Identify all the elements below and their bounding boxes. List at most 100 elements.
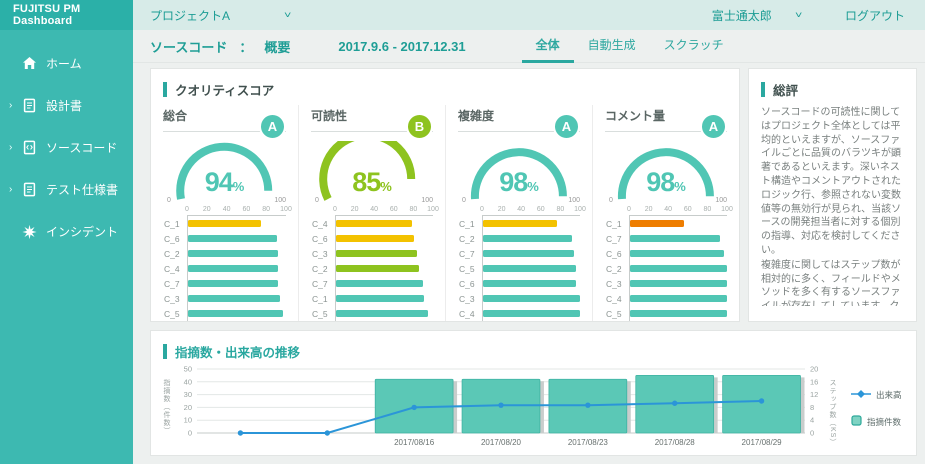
gauge-max-label: 100 xyxy=(715,197,727,204)
hbar-row-label: C_5 xyxy=(312,308,328,319)
quality-score-panel: クオリティスコア 総合 A 94% 0 100 0 20 40 60 80 100 C_1 C_6 C_2… xyxy=(150,68,740,322)
hbar-row-C_5: C_5 xyxy=(311,306,433,321)
user-menu[interactable]: 富士通太郎 ˅ xyxy=(712,7,803,24)
quality-metric-1: 総合 A 94% 0 100 0 20 40 60 80 100 C_1 C_6 C_2 C_4 C_7 C_3… xyxy=(151,105,298,321)
hbar-row-C_7: C_7 xyxy=(605,231,727,246)
submenu-chevron-icon: › xyxy=(9,141,13,153)
axis-tick-label: 80 xyxy=(556,206,565,213)
hbar-bar xyxy=(336,265,420,272)
hbar-row-label: C_6 xyxy=(312,233,328,244)
hbar-row-label: C_1 xyxy=(164,218,180,229)
hbar-row-label: C_5 xyxy=(164,308,180,319)
hbar-bar xyxy=(188,220,261,227)
hbar-row-C_4: C_4 xyxy=(458,306,580,321)
hbar-bar xyxy=(483,220,557,227)
project-selector[interactable]: プロジェクトA ˅ xyxy=(150,7,291,24)
hbar-row-label: C_2 xyxy=(312,263,328,274)
hbar-row-C_2: C_2 xyxy=(458,231,580,246)
hbar-row-C_6: C_6 xyxy=(458,276,580,291)
logout-button[interactable]: ログアウト xyxy=(844,8,905,23)
score-gauge: 98% 0 100 xyxy=(458,141,580,205)
hbar-bar xyxy=(188,295,281,302)
svg-text:8: 8 xyxy=(810,403,814,412)
hbar-track xyxy=(335,291,433,306)
score-gauge: 98% 0 100 xyxy=(605,141,727,205)
svg-text:2017/08/16: 2017/08/16 xyxy=(394,438,435,447)
title-accent-bar xyxy=(761,82,765,97)
score-percent-sign: % xyxy=(232,179,245,194)
metric-label: コメント量 xyxy=(605,109,666,123)
hbar-row-label: C_1 xyxy=(312,293,328,304)
hbar-rows: C_1 C_2 C_7 C_5 C_6 C_3 C_4 xyxy=(458,216,580,321)
score-value: 85% xyxy=(311,167,433,198)
sidebar-item-2[interactable]: › 設計書 xyxy=(0,84,133,126)
tab-2[interactable]: 自動生成 xyxy=(587,38,636,52)
sidebar-item-3[interactable]: › ソースコード xyxy=(0,126,133,168)
sidebar-item-list: ホーム › 設計書 › ソースコード › テスト仕様書インシデント xyxy=(0,42,133,252)
submenu-chevron-icon: › xyxy=(9,183,13,195)
trend-right-axis-label: ステップ数（KS） xyxy=(829,379,836,447)
hbar-bar xyxy=(630,310,727,317)
hbar-row-label: C_7 xyxy=(164,278,180,289)
score-number: 85 xyxy=(352,167,381,197)
svg-text:2017/08/20: 2017/08/20 xyxy=(481,438,522,447)
sidebar-nav: ホーム › 設計書 › ソースコード › テスト仕様書インシデント xyxy=(0,30,133,464)
tab-1[interactable]: 全体 xyxy=(521,30,574,63)
hbar-track xyxy=(335,216,433,231)
axis-tick-label: 100 xyxy=(427,206,439,213)
tab-3[interactable]: スクラッチ xyxy=(663,38,724,52)
score-number: 94 xyxy=(204,167,234,197)
axis-tick-label: 40 xyxy=(664,206,673,213)
hbar-row-label: C_3 xyxy=(312,248,328,259)
page-title: ソースコード ： 概要 xyxy=(150,37,290,56)
axis-tick-label: 100 xyxy=(280,206,292,213)
hbar-row-C_6: C_6 xyxy=(605,246,727,261)
axis-tick-label: 80 xyxy=(703,206,712,213)
quality-metric-3: 複雑度 A 98% 0 100 0 20 40 60 80 100 C_1 C_2 C_7 C_5 C_6 C_… xyxy=(445,105,592,321)
hbar-row-label: C_4 xyxy=(312,218,328,229)
summary-paragraph-1: ソースコードの可読性に関してはプロジェクト全体としては平均的といえますが、ソース… xyxy=(761,107,902,256)
axis-tick-label: 0 xyxy=(480,206,484,213)
trend-panel-title: 指摘数・出来高の推移 xyxy=(163,342,916,361)
hbar-track xyxy=(629,306,727,321)
hbar-bar xyxy=(630,265,727,272)
axis-tick-label: 20 xyxy=(497,206,506,213)
hbar-row-label: C_5 xyxy=(606,308,622,319)
hbar-bar xyxy=(630,280,727,287)
hbar-track xyxy=(187,291,286,306)
axis-tick-label: 0 xyxy=(185,206,189,213)
line-series-marker-icon xyxy=(851,390,871,400)
hbar-bar xyxy=(188,250,279,257)
sidebar-item-4[interactable]: › テスト仕様書 xyxy=(0,168,133,210)
axis-tick-label: 40 xyxy=(222,206,231,213)
hbar-track xyxy=(629,291,727,306)
sidebar-item-1[interactable]: ホーム xyxy=(0,42,133,84)
grade-badge: A xyxy=(259,113,286,140)
hbar-track xyxy=(187,246,286,261)
hbar-row-C_6: C_6 xyxy=(311,231,433,246)
hbar-track xyxy=(629,216,727,231)
gauge-max-label: 100 xyxy=(421,197,433,204)
hbar-bar xyxy=(483,250,575,257)
hbar-track xyxy=(482,231,580,246)
hbar-track xyxy=(629,261,727,276)
quality-metric-4: コメント量 A 98% 0 100 0 20 40 60 80 100 C_1 C_7 C_6 C_2 C_3… xyxy=(592,105,739,321)
chevron-down-icon: ˅ xyxy=(794,10,803,20)
sidebar-item-label: ソースコード xyxy=(46,140,118,155)
trend-chart: 0 10 20 30 40 50 0 4 8 12 16 20 2017/08/16 2017/08/20… xyxy=(151,363,916,455)
sidebar-item-label: テスト仕様書 xyxy=(46,182,119,197)
hbar-axis: 0 20 40 60 80 100 xyxy=(627,205,733,216)
svg-text:4: 4 xyxy=(810,416,814,425)
metric-header: 複雑度 A xyxy=(458,107,580,140)
score-number: 98 xyxy=(646,167,675,197)
hbar-bar xyxy=(336,250,418,257)
grade-badge: A xyxy=(553,113,580,140)
hbar-track xyxy=(482,216,580,231)
svg-text:2017/08/29: 2017/08/29 xyxy=(742,438,783,447)
hbar-row-label: C_1 xyxy=(606,218,622,229)
trend-legend: 出来高 指摘件数 xyxy=(851,389,902,428)
svg-text:12: 12 xyxy=(810,390,818,399)
trend-left-axis-label: 指摘数（件数） xyxy=(163,379,170,435)
sidebar-item-5[interactable]: インシデント xyxy=(0,210,133,252)
hbar-row-C_3: C_3 xyxy=(458,291,580,306)
